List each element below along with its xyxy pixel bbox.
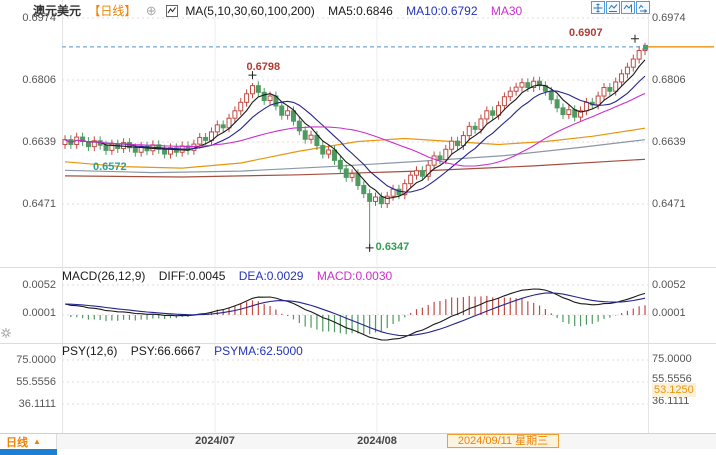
pan-chart-icon[interactable]: [621, 1, 635, 14]
period-tab-daily[interactable]: 日线 ▲: [0, 434, 57, 449]
axis-tick-label: 0.0052: [652, 279, 686, 291]
price-annotation: 0.6347: [375, 240, 410, 253]
macd-diff-value: DIFF:0.0045: [158, 269, 226, 283]
psy-params-label: PSY(12,6): [62, 344, 118, 358]
axis-tick-label: 36.1111: [18, 398, 56, 410]
date-tick: 2024/08: [357, 435, 397, 447]
period-tag[interactable]: 【日线】: [88, 4, 137, 18]
ma10-value: MA10:0.6792: [406, 4, 478, 18]
triangle-up-icon: ▲: [33, 437, 41, 446]
ma-params-label: MA(5,10,30,60,100,200): [185, 4, 315, 18]
macd-layer: [64, 288, 646, 341]
axis-tick-label: 0.6471: [652, 198, 686, 210]
gridlines: [0, 0, 716, 433]
axis-tick-label: 55.5556: [652, 373, 692, 385]
fast-ma-layer: [64, 59, 646, 199]
axis-tick-label: 36.1111: [652, 395, 690, 407]
axis-tick-label: 0.0001: [652, 307, 686, 319]
ma30-value: MA30: [490, 4, 523, 18]
axis-tick-label: 0.0001: [22, 307, 56, 319]
active-tab-indicator: [0, 449, 57, 455]
price-annotation: 0.6907: [569, 26, 603, 39]
psyma-value: PSYMA:62.5000: [214, 344, 303, 358]
macd-macd-value: MACD:0.0030: [316, 269, 393, 283]
macd-header: MACD(26,12,9) DIFF:0.0045 DEA:0.0029 MAC…: [62, 269, 402, 283]
settings-icon[interactable]: [0, 327, 12, 339]
macd-params-label: MACD(26,12,9): [62, 269, 146, 283]
instrument-title: 澳元美元: [33, 4, 82, 18]
main-header: 澳元美元 【日线】 ⊕ MA(5,10,30,60,100,200) MA5:0…: [33, 2, 532, 19]
axis-tick-label: 0.6974: [22, 12, 56, 24]
candles-layer: [62, 42, 648, 250]
plus-circle-icon[interactable]: ⊕: [145, 3, 157, 18]
price-annotation: 0.6798: [246, 61, 281, 74]
date-tick: 2024/07: [195, 435, 235, 447]
crosshair-icon[interactable]: [591, 1, 605, 14]
axis-tick-label: 0.0052: [22, 279, 56, 291]
highlighted-date-label: 2024/09/11 星期三: [447, 434, 559, 448]
period-tab-label: 日线: [6, 436, 28, 449]
axis-tick-label: 75.0000: [652, 353, 692, 365]
axis-tick-label: 0.6639: [652, 136, 686, 148]
ma5-value: MA5:0.6846: [328, 4, 393, 18]
chart-toolbar: [591, 1, 650, 14]
current-psyma-axis-marker: 53.1250: [652, 383, 696, 397]
price-annotation: 0.6572: [93, 160, 127, 173]
psy-header: PSY(12,6) PSY:66.6667 PSYMA:62.5000: [62, 344, 313, 358]
axis-tick-label: 55.5556: [16, 376, 56, 388]
psy-value: PSY:66.6667: [130, 344, 201, 358]
macd-dea-value: DEA:0.0029: [238, 269, 304, 283]
go-latest-icon[interactable]: [636, 1, 650, 14]
timeline-bar: 日线 ▲ 2024/07 2024/08 2024/09/11 星期三: [0, 433, 716, 449]
axis-tick-label: 0.6471: [22, 198, 56, 210]
axis-tick-label: 75.0000: [16, 354, 56, 366]
axis-tick-label: 0.6806: [22, 74, 56, 86]
axis-tick-label: 0.6974: [652, 12, 686, 24]
axis-tick-label: 0.6806: [652, 74, 686, 86]
axis-tick-label: 0.6639: [22, 136, 56, 148]
chart-type-icon[interactable]: [165, 5, 178, 17]
scale-axis-icon[interactable]: [606, 1, 620, 14]
